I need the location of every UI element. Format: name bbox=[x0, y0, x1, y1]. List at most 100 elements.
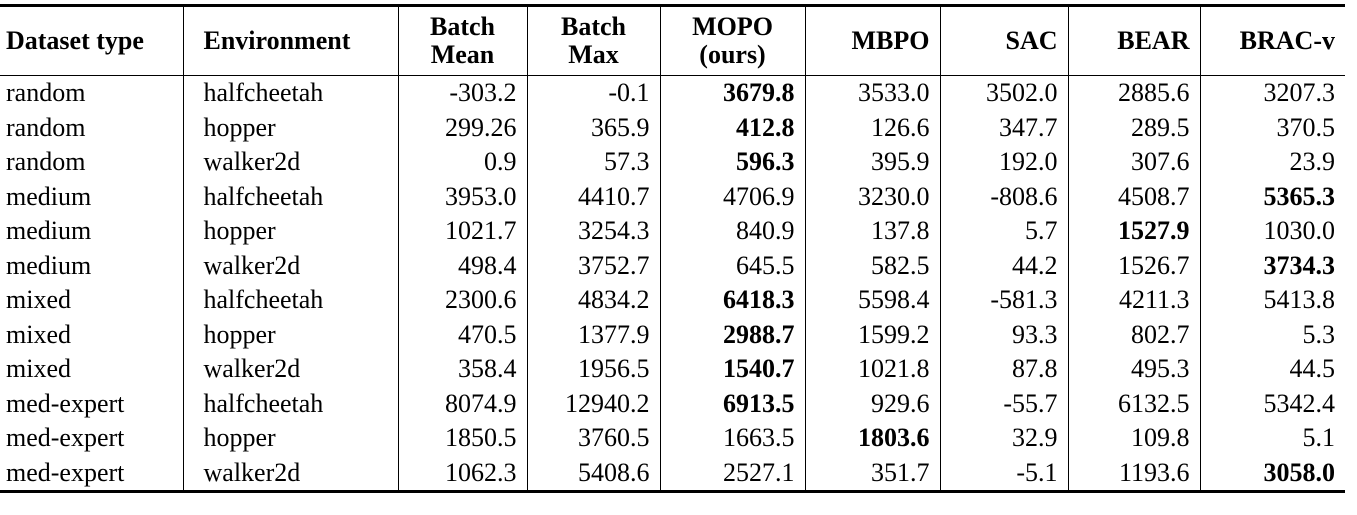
table-row: med-expert hopper 1850.5 3760.5 1663.5 1803.6… bbox=[0, 421, 1345, 456]
score: 4834.2 bbox=[526, 283, 660, 318]
score: 1021.7 bbox=[397, 214, 527, 249]
dataset-type: random bbox=[6, 112, 86, 142]
score: 307.6 bbox=[1067, 145, 1200, 180]
environment: halfcheetah bbox=[182, 283, 398, 318]
score: 1030.0 bbox=[1199, 214, 1345, 249]
table-row: medium hopper 1021.7 3254.3 840.9 137.8 5.7 152… bbox=[0, 214, 1345, 249]
score: 57.3 bbox=[526, 145, 660, 180]
table-row: mixed walker2d 358.4 1956.5 1540.7 1021.8 87.8… bbox=[0, 352, 1345, 387]
score: 5408.6 bbox=[526, 455, 660, 492]
column-header: BRAC-v bbox=[1199, 5, 1345, 76]
score: 470.5 bbox=[397, 317, 527, 352]
column-header: Batch Mean bbox=[397, 5, 527, 76]
score: 495.3 bbox=[1067, 352, 1200, 387]
score: 126.6 bbox=[804, 110, 940, 145]
score: 4410.7 bbox=[526, 179, 660, 214]
score: 2300.6 bbox=[397, 283, 527, 318]
environment: walker2d bbox=[182, 455, 398, 492]
score: 3734.3 bbox=[1199, 248, 1345, 283]
environment: walker2d bbox=[182, 145, 398, 180]
score: -0.1 bbox=[526, 75, 660, 111]
dataset-type: random bbox=[6, 147, 86, 177]
header-row: Dataset type Environment Batch Mean Batch Max… bbox=[0, 5, 1345, 76]
score: 3752.7 bbox=[526, 248, 660, 283]
score: 840.9 bbox=[659, 214, 805, 249]
score: 596.3 bbox=[659, 145, 805, 180]
score: 2885.6 bbox=[1067, 75, 1200, 111]
column-header: MOPO (ours) bbox=[659, 5, 805, 76]
score: 8074.9 bbox=[397, 386, 527, 421]
table-row: medium halfcheetah 3953.0 4410.7 4706.9 3230.… bbox=[0, 179, 1345, 214]
environment: halfcheetah bbox=[182, 179, 398, 214]
score: 802.7 bbox=[1067, 317, 1200, 352]
score: 192.0 bbox=[939, 145, 1068, 180]
environment: hopper bbox=[182, 317, 398, 352]
score: 347.7 bbox=[939, 110, 1068, 145]
header-line: MBPO bbox=[851, 26, 930, 55]
column-header: SAC bbox=[939, 5, 1068, 76]
score: 370.5 bbox=[1199, 110, 1345, 145]
score: -303.2 bbox=[397, 75, 527, 111]
score: 365.9 bbox=[526, 110, 660, 145]
score: -581.3 bbox=[939, 283, 1068, 318]
score: 3058.0 bbox=[1199, 455, 1345, 492]
score: 1663.5 bbox=[659, 421, 805, 456]
score: 1803.6 bbox=[804, 421, 940, 456]
score: 32.9 bbox=[939, 421, 1068, 456]
score: 137.8 bbox=[804, 214, 940, 249]
header-line: (ours) bbox=[699, 40, 766, 69]
dataset-type: random bbox=[6, 78, 86, 108]
table-row: med-expert halfcheetah 8074.9 12940.2 6913.5… bbox=[0, 386, 1345, 421]
header-line: Batch bbox=[561, 12, 626, 41]
score: 5342.4 bbox=[1199, 386, 1345, 421]
score: 6418.3 bbox=[659, 283, 805, 318]
environment: hopper bbox=[182, 214, 398, 249]
environment: walker2d bbox=[182, 248, 398, 283]
score: 358.4 bbox=[397, 352, 527, 387]
score: 6913.5 bbox=[659, 386, 805, 421]
column-header: Dataset type bbox=[0, 5, 183, 76]
score: 2988.7 bbox=[659, 317, 805, 352]
score: 412.8 bbox=[659, 110, 805, 145]
score: 5.3 bbox=[1199, 317, 1345, 352]
score: 498.4 bbox=[397, 248, 527, 283]
table-row: random halfcheetah -303.2 -0.1 3679.8 3533.0 3… bbox=[0, 75, 1345, 111]
environment: hopper bbox=[182, 421, 398, 456]
score: 44.5 bbox=[1199, 352, 1345, 387]
table-row: random hopper 299.26 365.9 412.8 126.6 347.7 28… bbox=[0, 110, 1345, 145]
score: 4508.7 bbox=[1067, 179, 1200, 214]
score: 6132.5 bbox=[1067, 386, 1200, 421]
score: 3679.8 bbox=[659, 75, 805, 111]
score: 93.3 bbox=[939, 317, 1068, 352]
score: 3502.0 bbox=[939, 75, 1068, 111]
score: 582.5 bbox=[804, 248, 940, 283]
score: 12940.2 bbox=[526, 386, 660, 421]
score: 5598.4 bbox=[804, 283, 940, 318]
header-line: Max bbox=[568, 40, 619, 69]
score: 5365.3 bbox=[1199, 179, 1345, 214]
table-row: mixed hopper 470.5 1377.9 2988.7 1599.2 93.3 80… bbox=[0, 317, 1345, 352]
score: 395.9 bbox=[804, 145, 940, 180]
score: -5.1 bbox=[939, 455, 1068, 492]
score: 1956.5 bbox=[526, 352, 660, 387]
table-body: random halfcheetah -303.2 -0.1 3679.8 3533.0 3… bbox=[0, 75, 1345, 492]
score: 87.8 bbox=[939, 352, 1068, 387]
score: 3230.0 bbox=[804, 179, 940, 214]
column-header: Batch Max bbox=[526, 5, 660, 76]
score: 109.8 bbox=[1067, 421, 1200, 456]
header-line: SAC bbox=[1005, 26, 1058, 55]
score: 5413.8 bbox=[1199, 283, 1345, 318]
results-table: Dataset type Environment Batch Mean Batch Max… bbox=[0, 4, 1345, 493]
score: 1599.2 bbox=[804, 317, 940, 352]
environment: hopper bbox=[182, 110, 398, 145]
table-row: med-expert walker2d 1062.3 5408.6 2527.1 351.… bbox=[0, 455, 1345, 492]
dataset-type: mixed bbox=[6, 354, 71, 384]
environment: walker2d bbox=[182, 352, 398, 387]
score: 645.5 bbox=[659, 248, 805, 283]
header-line: Batch bbox=[430, 12, 495, 41]
score: 5.1 bbox=[1199, 421, 1345, 456]
score: 299.26 bbox=[397, 110, 527, 145]
dataset-type: medium bbox=[6, 181, 92, 211]
dataset-type: med-expert bbox=[6, 388, 125, 418]
